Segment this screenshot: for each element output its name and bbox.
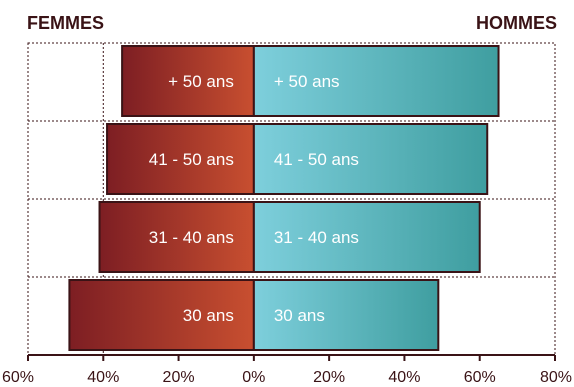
x-tick-label: 40% <box>388 369 420 386</box>
x-tick-label: 60% <box>464 369 496 386</box>
x-axis: 60% 40% 20% 0% 20% 40% 60% 80% <box>2 355 572 386</box>
bar-label-femmes: + 50 ans <box>168 72 234 91</box>
bar-label-hommes: 31 - 40 ans <box>274 228 359 247</box>
x-tick-label: 20% <box>313 369 345 386</box>
x-tick-label: 60% <box>2 369 34 386</box>
bar-label-femmes: 31 - 40 ans <box>149 228 234 247</box>
hommes-title: HOMMES <box>476 13 557 33</box>
bar-label-hommes: 30 ans <box>274 306 325 325</box>
bar-label-femmes: 30 ans <box>183 306 234 325</box>
bar-label-hommes: 41 - 50 ans <box>274 150 359 169</box>
bars-group: + 50 ans + 50 ans 41 - 50 ans 41 - 50 ans 31… <box>69 46 498 350</box>
femmes-title: FEMMES <box>27 13 104 33</box>
x-tick-label: 40% <box>87 369 119 386</box>
x-tick-label: 20% <box>163 369 195 386</box>
bar-label-femmes: 41 - 50 ans <box>149 150 234 169</box>
x-tick-label: 80% <box>540 369 572 386</box>
bar-label-hommes: + 50 ans <box>274 72 340 91</box>
x-tick-label: 0% <box>242 369 265 386</box>
